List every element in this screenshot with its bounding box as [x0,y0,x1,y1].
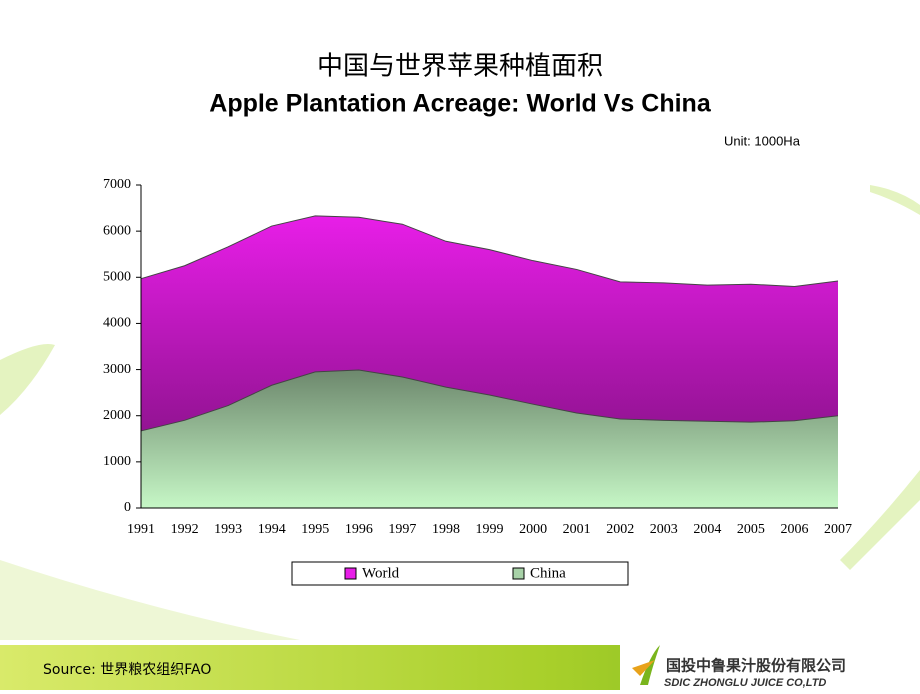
chart-subtitle: Apple Plantation Acreage: World Vs China [209,90,712,118]
x-tick-label: 2005 [737,522,765,537]
y-tick-label: 4000 [103,316,131,331]
y-tick-label: 0 [124,500,131,515]
x-tick-label: 2002 [606,522,634,537]
company-name-en: SDIC ZHONGLU JUICE CO,LTD [664,677,826,689]
x-tick-label: 1997 [388,522,416,537]
legend-label: China [530,565,566,581]
x-tick-label: 1996 [345,522,373,537]
y-tick-label: 6000 [103,223,131,238]
y-tick-label: 2000 [103,408,131,423]
logo-area [620,645,920,690]
legend-box [291,561,629,586]
x-tick-label: 1993 [214,522,242,537]
x-tick-label: 1991 [127,522,155,537]
x-tick-label: 2007 [824,522,852,537]
x-tick-label: 2006 [780,522,808,537]
decor-swoosh [870,185,920,215]
area-line [140,369,839,432]
decor-swoosh [0,560,300,640]
x-tick-label: 2000 [519,522,547,537]
legend-swatch [512,567,525,580]
y-tick-label: 5000 [103,270,131,285]
source-note: Source: 世界粮农组织FAO [43,662,211,678]
legend-label: World [362,565,400,581]
x-tick-label: 1995 [301,522,329,537]
area [141,370,838,508]
x-tick-label: 1998 [432,522,460,537]
logo-mark [632,660,655,676]
decor-swoosh [0,344,55,415]
y-tick-label: 1000 [103,454,131,469]
x-tick-label: 2003 [650,522,678,537]
x-tick-label: 2001 [563,522,591,537]
company-name: 国投中鲁果汁股份有限公司 [666,657,846,675]
y-tick-label: 7000 [103,177,131,192]
unit-note: Unit: 1000Ha [724,133,801,148]
x-tick-label: 1999 [476,522,504,537]
legend-swatch [344,567,357,580]
x-tick-label: 2004 [693,522,721,537]
chart-title: 中国与世界苹果种植面积 [317,52,603,82]
y-tick-label: 3000 [103,362,131,377]
decor-swoosh [840,470,920,570]
x-tick-label: 1992 [171,522,199,537]
x-tick-label: 1994 [258,522,286,537]
area-line [140,215,839,288]
